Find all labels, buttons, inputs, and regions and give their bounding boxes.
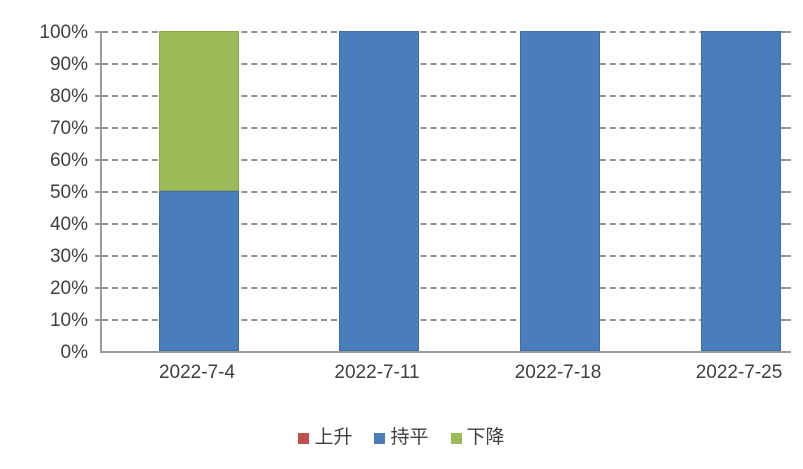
y-axis-label-40: 40%: [49, 214, 88, 235]
y-tick-70: [95, 127, 101, 129]
legend-item-up[interactable]: 上升: [298, 428, 352, 448]
y-axis-label-20: 20%: [49, 278, 88, 299]
chart-legend: 上升 持平 下降: [0, 428, 803, 448]
y-tick-right-40: [785, 223, 791, 225]
legend-swatch-up-icon: [298, 432, 310, 444]
y-tick-20: [95, 287, 101, 289]
gridline-20: [102, 287, 785, 289]
x-axis-label-0: 2022-7-4: [158, 362, 236, 383]
gridline-40: [102, 223, 785, 225]
y-tick-50: [95, 191, 101, 193]
y-axis-label-70: 70%: [49, 118, 88, 139]
bar-segment-flat[interactable]: [520, 31, 600, 351]
bar-stack-2022-7-18[interactable]: [520, 31, 600, 351]
y-axis-label-60: 60%: [49, 150, 88, 171]
gridline-100: [102, 31, 785, 33]
y-tick-90: [95, 63, 101, 65]
gridline-90: [102, 63, 785, 65]
x-axis-label-2: 2022-7-18: [514, 362, 602, 383]
bar-segment-flat[interactable]: [339, 31, 419, 351]
legend-swatch-flat-icon: [374, 432, 386, 444]
legend-label-down: 下降: [466, 427, 505, 448]
x-axis-label-3: 2022-7-25: [695, 362, 783, 383]
y-axis-label-0: 0%: [60, 342, 88, 363]
y-axis-label-100: 100%: [39, 22, 88, 43]
y-axis-label-80: 80%: [49, 86, 88, 107]
bar-segment-flat[interactable]: [159, 191, 239, 351]
bar-stack-2022-7-4[interactable]: [159, 31, 239, 351]
legend-item-down[interactable]: 下降: [450, 427, 505, 448]
y-tick-100: [95, 31, 101, 33]
y-axis-label-50: 50%: [49, 182, 88, 203]
y-tick-right-80: [785, 95, 791, 97]
y-tick-right-0: [785, 351, 791, 353]
bar-segment-down[interactable]: [159, 31, 239, 191]
y-axis-label-10: 10%: [49, 310, 88, 331]
y-tick-right-50: [785, 191, 791, 193]
gridline-60: [102, 159, 785, 161]
plot-area: [95, 31, 791, 353]
bar-segment-flat[interactable]: [701, 31, 781, 351]
y-axis-label-90: 90%: [49, 54, 88, 75]
gridline-70: [102, 127, 785, 129]
gridline-80: [102, 95, 785, 97]
x-axis-label-1: 2022-7-11: [334, 362, 420, 383]
y-axis-label-30: 30%: [49, 246, 88, 267]
y-tick-right-30: [785, 255, 791, 257]
legend-item-flat[interactable]: 持平: [374, 427, 429, 448]
y-tick-40: [95, 223, 101, 225]
y-tick-30: [95, 255, 101, 257]
bar-stack-2022-7-25[interactable]: [701, 31, 781, 351]
y-tick-right-100: [785, 31, 791, 33]
y-tick-right-60: [785, 159, 791, 161]
y-tick-10: [95, 319, 101, 321]
y-tick-right-90: [785, 63, 791, 65]
bar-stack-2022-7-11[interactable]: [339, 31, 419, 351]
legend-label-flat: 持平: [390, 427, 429, 448]
legend-swatch-down-icon: [450, 432, 462, 444]
legend-label-up: 上升: [314, 427, 353, 448]
y-tick-right-10: [785, 319, 791, 321]
y-tick-60: [95, 159, 101, 161]
gridline-10: [102, 319, 785, 321]
y-tick-80: [95, 95, 101, 97]
gridline-30: [102, 255, 785, 257]
gridline-50: [102, 191, 785, 193]
y-tick-right-70: [785, 127, 791, 129]
y-tick-right-20: [785, 287, 791, 289]
